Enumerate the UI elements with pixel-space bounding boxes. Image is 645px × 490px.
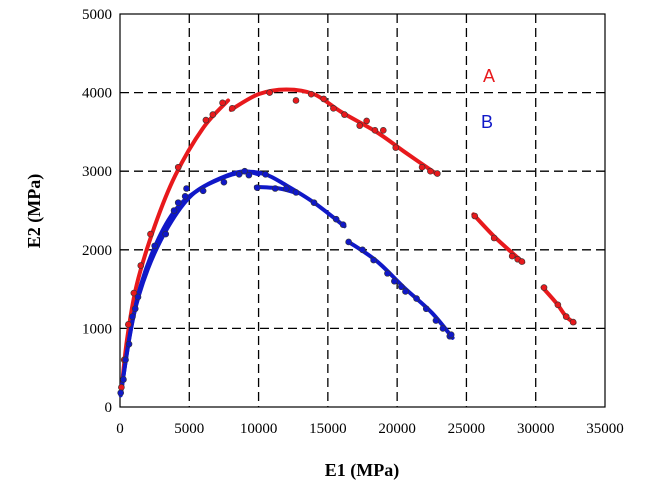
series-b-point xyxy=(370,256,377,264)
series-a-point xyxy=(330,105,337,112)
series-a-point xyxy=(118,384,125,391)
series-b-point xyxy=(151,242,158,250)
series-b-point xyxy=(422,305,430,313)
y-tick-label: 4000 xyxy=(82,86,112,102)
x-tick-label: 0 xyxy=(116,421,124,437)
series-a-point xyxy=(341,111,348,118)
y-tick-label: 1000 xyxy=(82,321,112,337)
series-b-point xyxy=(220,178,228,186)
series-a-point xyxy=(427,167,434,175)
series-a-point xyxy=(307,90,315,98)
y-tick-label: 3000 xyxy=(82,164,112,180)
series-a-point xyxy=(147,230,154,238)
plot-area xyxy=(119,13,606,408)
series-a-point xyxy=(434,170,441,177)
series-b-point xyxy=(384,270,391,277)
series-b-point xyxy=(125,340,133,348)
x-tick-label: 20000 xyxy=(378,421,416,437)
series-b-curve xyxy=(118,169,347,398)
x-tick-label: 30000 xyxy=(517,421,555,437)
series-b-point xyxy=(134,293,142,301)
series-b-point xyxy=(120,376,127,383)
series-a-point xyxy=(371,127,379,134)
series-b-point xyxy=(282,185,290,192)
series-b-point xyxy=(131,305,139,313)
series-a-point xyxy=(379,127,387,134)
y-tick-label: 5000 xyxy=(82,7,112,23)
series-b-point xyxy=(183,185,190,192)
series-a-point xyxy=(266,89,273,96)
series-b-point xyxy=(174,199,182,206)
series-a-curve xyxy=(228,87,438,176)
series-a-point xyxy=(320,95,328,103)
series-a-point xyxy=(228,105,236,112)
y-tick-labels: 0 1000 2000 3000 4000 5000 xyxy=(82,7,112,416)
series-b-point xyxy=(310,199,318,206)
series-a-point xyxy=(490,234,498,242)
series-a-point xyxy=(174,163,182,171)
x-tick-label: 35000 xyxy=(586,421,624,437)
series-b-point xyxy=(235,171,243,178)
series-a-point xyxy=(471,212,479,220)
x-tick-label: 25000 xyxy=(448,421,486,437)
series-b-point xyxy=(397,283,405,291)
series-a-point xyxy=(137,262,145,269)
series-b-point xyxy=(292,189,300,196)
series-b-point xyxy=(271,185,279,192)
series-a-point xyxy=(562,313,570,320)
series-a-point xyxy=(202,116,210,124)
series-b-point xyxy=(170,207,178,214)
x-tick-labels: 0 5000 10000 15000 20000 25000 30000 35000 xyxy=(116,421,624,437)
series-a-point xyxy=(125,321,132,328)
series-a-point xyxy=(130,289,138,297)
y-tick-label: 2000 xyxy=(82,243,112,259)
series-a-point xyxy=(292,97,300,104)
series-a-point xyxy=(508,252,516,260)
x-tick-label: 5000 xyxy=(174,421,204,437)
series-a-point xyxy=(518,258,526,265)
series-a-point xyxy=(392,144,400,151)
series-a-point xyxy=(209,111,217,118)
series-a-point xyxy=(363,117,370,125)
series-a-point xyxy=(540,284,548,291)
series-b-point xyxy=(245,171,253,179)
series-b-point xyxy=(199,187,207,195)
x-axis-title: E1 (MPa) xyxy=(325,460,399,481)
series-b-point xyxy=(162,230,170,238)
series-b-point xyxy=(241,167,249,175)
series-b-point xyxy=(117,389,124,397)
series-b-point xyxy=(262,171,269,178)
series-b-point xyxy=(391,277,398,285)
series-b-point xyxy=(129,313,136,320)
y-tick-label: 0 xyxy=(105,400,113,416)
series-a-point xyxy=(554,301,562,309)
series-b-point xyxy=(413,295,420,302)
series-b-point xyxy=(432,317,440,324)
series-b-point xyxy=(439,325,447,332)
series-a-point xyxy=(356,122,364,129)
series-b-point xyxy=(447,331,455,338)
series-a-point xyxy=(418,163,426,171)
y-axis-title: E2 (MPa) xyxy=(24,174,45,248)
series-b-point xyxy=(359,246,366,254)
series-b-point xyxy=(339,221,347,228)
series-a-point xyxy=(219,99,226,107)
series-b-point xyxy=(122,356,129,364)
series-b-point xyxy=(402,288,409,295)
series-label-b: B xyxy=(481,112,493,132)
series-b-point xyxy=(332,215,340,223)
series-a-point xyxy=(569,318,577,326)
series-b-point xyxy=(181,193,189,200)
series-points xyxy=(117,89,577,397)
series-b-point xyxy=(345,238,352,246)
series-b-point xyxy=(253,184,261,192)
series-label-a: A xyxy=(483,66,495,86)
x-tick-label: 10000 xyxy=(240,421,278,437)
x-tick-label: 15000 xyxy=(309,421,347,437)
